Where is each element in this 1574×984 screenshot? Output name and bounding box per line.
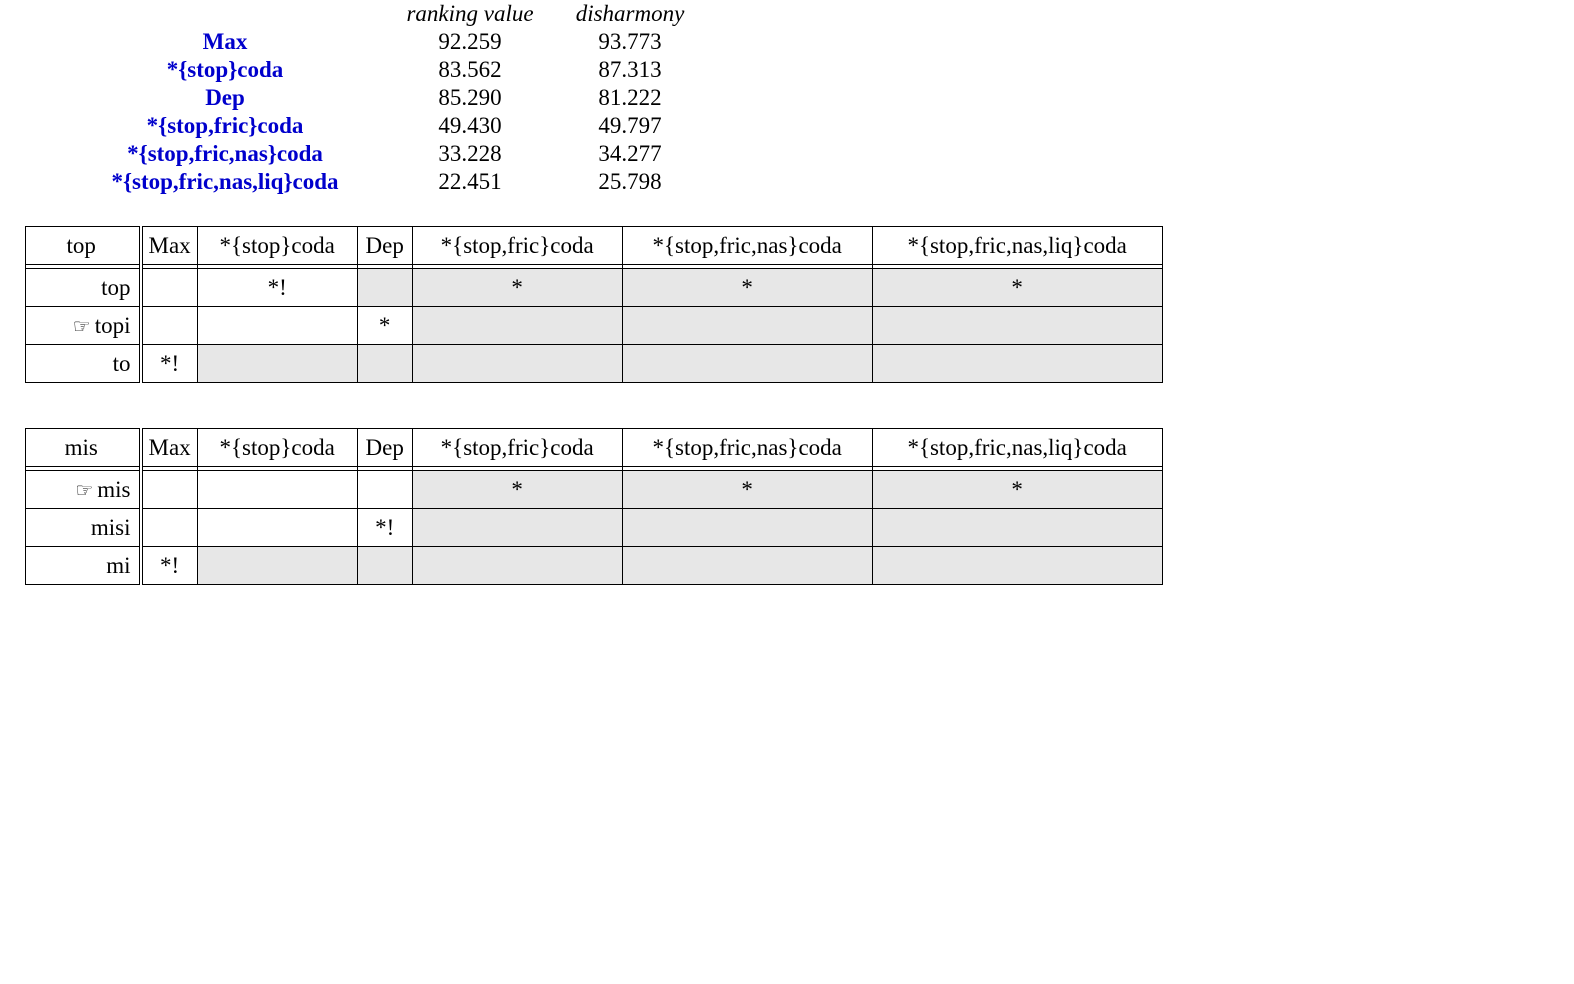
- violation-cell: *: [357, 307, 412, 345]
- constraint-name: *{stop,fric,nas,liq}coda: [60, 168, 390, 196]
- violation-cell: [357, 547, 412, 585]
- candidate-label: mis: [97, 477, 130, 502]
- violation-cell: *: [622, 471, 872, 509]
- candidate-row: to *!: [26, 345, 1163, 383]
- candidate-form: to: [26, 345, 141, 383]
- candidate-form: mi: [26, 547, 141, 585]
- tableau-input: mis: [26, 429, 141, 467]
- constraint-header: Max: [141, 227, 198, 265]
- ranking-value: 33.228: [390, 140, 550, 168]
- violation-cell: [872, 509, 1162, 547]
- candidate-form: top: [26, 269, 141, 307]
- violation-cell: *!: [141, 547, 198, 585]
- violation-cell: [412, 345, 622, 383]
- violation-cell: *!: [197, 269, 357, 307]
- violation-cell: [197, 345, 357, 383]
- violation-cell: [872, 345, 1162, 383]
- ranking-value: 49.430: [390, 112, 550, 140]
- disharmony-value: 81.222: [550, 84, 710, 112]
- candidate-form: ☞mis: [26, 471, 141, 509]
- constraint-header: *{stop,fric}coda: [412, 227, 622, 265]
- violation-cell: [197, 307, 357, 345]
- violation-cell: *!: [357, 509, 412, 547]
- violation-cell: [141, 307, 198, 345]
- ranking-value: 22.451: [390, 168, 550, 196]
- ranking-value: 92.259: [390, 28, 550, 56]
- winner-hand-icon: ☞: [75, 480, 97, 502]
- candidate-label: topi: [95, 313, 131, 338]
- header-ranking-value: ranking value: [390, 0, 550, 28]
- ranking-value: 83.562: [390, 56, 550, 84]
- violation-cell: [622, 307, 872, 345]
- violation-cell: [872, 547, 1162, 585]
- violation-cell: [197, 547, 357, 585]
- candidate-form: misi: [26, 509, 141, 547]
- constraint-name: *{stop,fric,nas}coda: [60, 140, 390, 168]
- violation-cell: *!: [141, 345, 198, 383]
- tableau-header-row: mis Max *{stop}coda Dep *{stop,fric}coda…: [26, 429, 1163, 467]
- candidate-row: misi *!: [26, 509, 1163, 547]
- tableau-input: top: [26, 227, 141, 265]
- violation-cell: [622, 509, 872, 547]
- violation-cell: *: [622, 269, 872, 307]
- ranking-value: 85.290: [390, 84, 550, 112]
- disharmony-value: 49.797: [550, 112, 710, 140]
- tableau-top: top Max *{stop}coda Dep *{stop,fric}coda…: [25, 226, 1549, 383]
- constraint-header: Max: [141, 429, 198, 467]
- constraint-header: *{stop,fric,nas,liq}coda: [872, 429, 1162, 467]
- tableau-table: top Max *{stop}coda Dep *{stop,fric}coda…: [25, 226, 1163, 383]
- violation-cell: *: [412, 471, 622, 509]
- violation-cell: [412, 307, 622, 345]
- violation-cell: *: [872, 269, 1162, 307]
- tableau-header-row: top Max *{stop}coda Dep *{stop,fric}coda…: [26, 227, 1163, 265]
- violation-cell: [622, 547, 872, 585]
- constraint-header: *{stop}coda: [197, 429, 357, 467]
- violation-cell: [197, 509, 357, 547]
- constraint-header: *{stop,fric,nas}coda: [622, 429, 872, 467]
- candidate-row: ☞mis * * *: [26, 471, 1163, 509]
- candidate-row: ☞topi *: [26, 307, 1163, 345]
- ranking-values-block: ranking value disharmony Max 92.259 93.7…: [60, 0, 1574, 196]
- disharmony-value: 34.277: [550, 140, 710, 168]
- constraint-name: *{stop}coda: [60, 56, 390, 84]
- violation-cell: [412, 547, 622, 585]
- violation-cell: [357, 345, 412, 383]
- constraint-header: *{stop,fric}coda: [412, 429, 622, 467]
- constraint-header: Dep: [357, 429, 412, 467]
- constraint-name: Dep: [60, 84, 390, 112]
- constraint-header: *{stop,fric,nas,liq}coda: [872, 227, 1162, 265]
- violation-cell: [357, 269, 412, 307]
- violation-cell: *: [412, 269, 622, 307]
- violation-cell: [141, 269, 198, 307]
- disharmony-value: 87.313: [550, 56, 710, 84]
- ranking-header-row: ranking value disharmony: [60, 0, 710, 28]
- violation-cell: [141, 471, 198, 509]
- candidate-row: mi *!: [26, 547, 1163, 585]
- violation-cell: [412, 509, 622, 547]
- ranking-values-table: ranking value disharmony Max 92.259 93.7…: [60, 0, 710, 196]
- violation-cell: [357, 471, 412, 509]
- constraint-header: *{stop,fric,nas}coda: [622, 227, 872, 265]
- violation-cell: *: [872, 471, 1162, 509]
- violation-cell: [197, 471, 357, 509]
- violation-cell: [622, 345, 872, 383]
- constraint-header: Dep: [357, 227, 412, 265]
- candidate-form: ☞topi: [26, 307, 141, 345]
- tableau-table: mis Max *{stop}coda Dep *{stop,fric}coda…: [25, 428, 1163, 585]
- constraint-header: *{stop}coda: [197, 227, 357, 265]
- winner-hand-icon: ☞: [73, 316, 95, 338]
- header-disharmony: disharmony: [550, 0, 710, 28]
- constraint-name: Max: [60, 28, 390, 56]
- tableau-mis: mis Max *{stop}coda Dep *{stop,fric}coda…: [25, 428, 1549, 585]
- constraint-name: *{stop,fric}coda: [60, 112, 390, 140]
- disharmony-value: 25.798: [550, 168, 710, 196]
- violation-cell: [872, 307, 1162, 345]
- disharmony-value: 93.773: [550, 28, 710, 56]
- violation-cell: [141, 509, 198, 547]
- candidate-row: top *! * * *: [26, 269, 1163, 307]
